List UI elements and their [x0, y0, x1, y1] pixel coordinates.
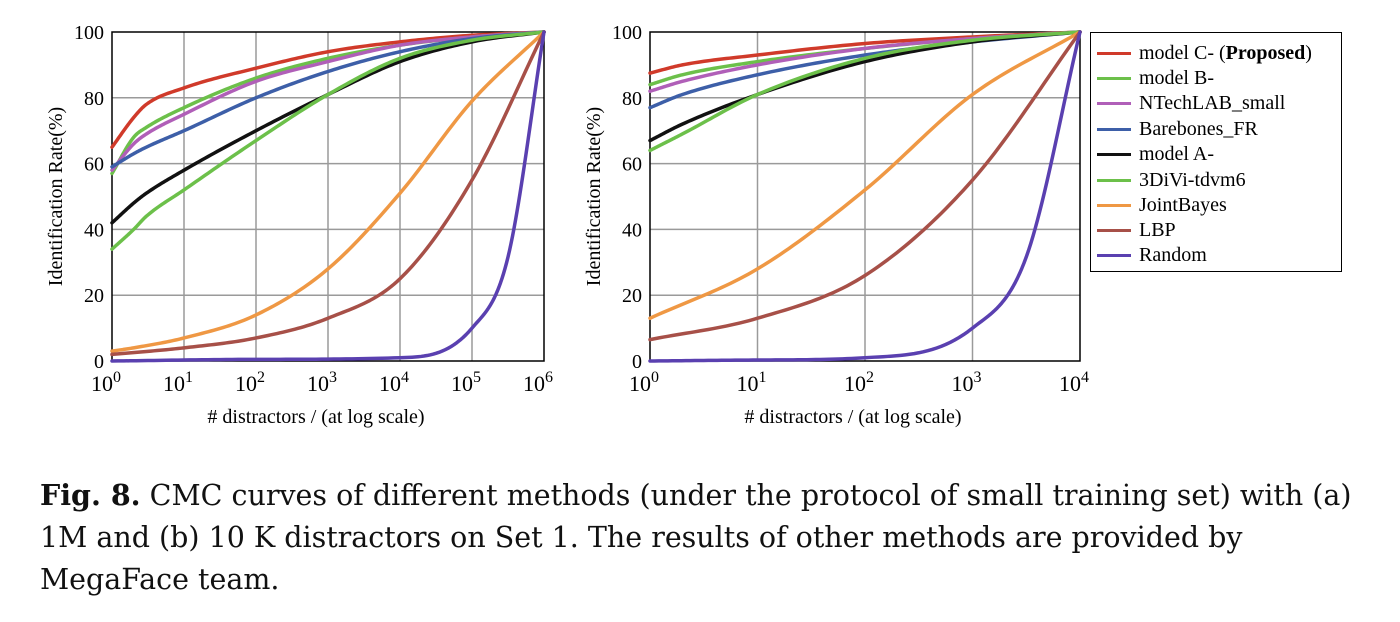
series-line	[648, 30, 1082, 153]
figure-area: 100 101 102 103 104 105 106 0 20 40 60 80 100 # distr…	[45, 22, 1342, 428]
legend-item-ntechlab: NTechLAB_small	[1097, 91, 1285, 115]
charts-canvas: 100 101 102 103 104 105 106 0 20 40 60 80 100 # distr…	[45, 22, 1089, 428]
y-axis-label: Identification Rate(%)	[583, 107, 605, 286]
legend-item-model-c: model C- (Proposed)	[1097, 41, 1312, 65]
x-axis-label: # distractors / (at log scale)	[744, 406, 961, 428]
series-line	[110, 30, 546, 357]
x-tick-label: 100	[629, 369, 659, 396]
series-line	[110, 30, 546, 225]
legend-swatch	[1097, 127, 1131, 131]
series-line	[110, 30, 546, 149]
series-line	[110, 30, 546, 363]
legend-label: JointBayes	[1139, 193, 1227, 216]
series-line	[110, 30, 546, 353]
y-tick-label: 100	[74, 22, 104, 44]
x-axis-label: # distractors / (at log scale)	[207, 406, 424, 428]
x-tick-label: 103	[307, 369, 337, 396]
legend-label: LBP	[1139, 218, 1176, 241]
legend-swatch	[1097, 51, 1131, 55]
legend-swatch	[1097, 152, 1131, 156]
x-tick-label: 101	[737, 369, 767, 396]
legend-label: Barebones_FR	[1139, 117, 1258, 140]
legend-swatch	[1097, 203, 1131, 207]
y-tick-label: 40	[84, 219, 104, 241]
legend-item-lbp: LBP	[1097, 218, 1176, 242]
y-tick-label: 20	[84, 285, 104, 307]
legend-label: model B-	[1139, 66, 1214, 89]
y-tick-label: 80	[84, 88, 104, 110]
y-tick-label: 0	[632, 351, 642, 373]
legend-swatch	[1097, 76, 1131, 80]
legend-label: Random	[1139, 243, 1207, 266]
legend-item-jointbayes: JointBayes	[1097, 193, 1227, 217]
y-tick-label: 40	[622, 219, 642, 241]
y-tick-label: 0	[94, 351, 104, 373]
x-tick-label: 101	[163, 369, 193, 396]
y-axis-label: Identification Rate(%)	[45, 107, 67, 286]
legend-item-barebones: Barebones_FR	[1097, 117, 1258, 141]
x-tick-label: 106	[523, 369, 553, 396]
series-line	[648, 30, 1082, 363]
plot-frame	[649, 31, 1081, 362]
y-tick-label: 60	[622, 154, 642, 176]
plot-frame	[111, 31, 545, 362]
legend-item-model-b: model B-	[1097, 66, 1214, 90]
legend-swatch	[1097, 228, 1131, 232]
y-tick-label: 60	[84, 154, 104, 176]
legend-item-3divi: 3DiVi-tdvm6	[1097, 168, 1246, 192]
series-line	[648, 30, 1082, 320]
series-line	[110, 30, 546, 251]
x-tick-label: 105	[451, 369, 481, 396]
x-tick-label: 103	[952, 369, 982, 396]
series-line	[110, 30, 546, 172]
series-line	[648, 30, 1082, 342]
x-tick-label: 104	[1059, 369, 1089, 396]
y-tick-label: 80	[622, 88, 642, 110]
figure-caption: Fig. 8. CMC curves of different methods …	[40, 474, 1360, 601]
caption-text: CMC curves of different methods (under t…	[40, 479, 1352, 596]
series-line	[110, 30, 546, 169]
legend-label: NTechLAB_small	[1139, 91, 1286, 114]
legend-swatch	[1097, 101, 1131, 105]
legend-label: model A-	[1139, 142, 1214, 165]
legend-item-model-a: model A-	[1097, 142, 1214, 166]
x-tick-label: 100	[91, 369, 121, 396]
legend-item-random: Random	[1097, 243, 1207, 267]
legend: model C- (Proposed) model B- NTechLAB_sm…	[1090, 32, 1342, 272]
x-tick-label: 104	[379, 369, 409, 396]
y-tick-label: 100	[612, 22, 642, 44]
x-tick-label: 102	[235, 369, 265, 396]
y-tick-label: 20	[622, 285, 642, 307]
figure-label: Fig. 8.	[40, 478, 141, 512]
x-tick-label: 102	[844, 369, 874, 396]
legend-label: model C- (Proposed)	[1139, 41, 1312, 64]
legend-label: 3DiVi-tdvm6	[1139, 168, 1246, 191]
legend-swatch	[1097, 253, 1131, 257]
legend-swatch	[1097, 178, 1131, 182]
